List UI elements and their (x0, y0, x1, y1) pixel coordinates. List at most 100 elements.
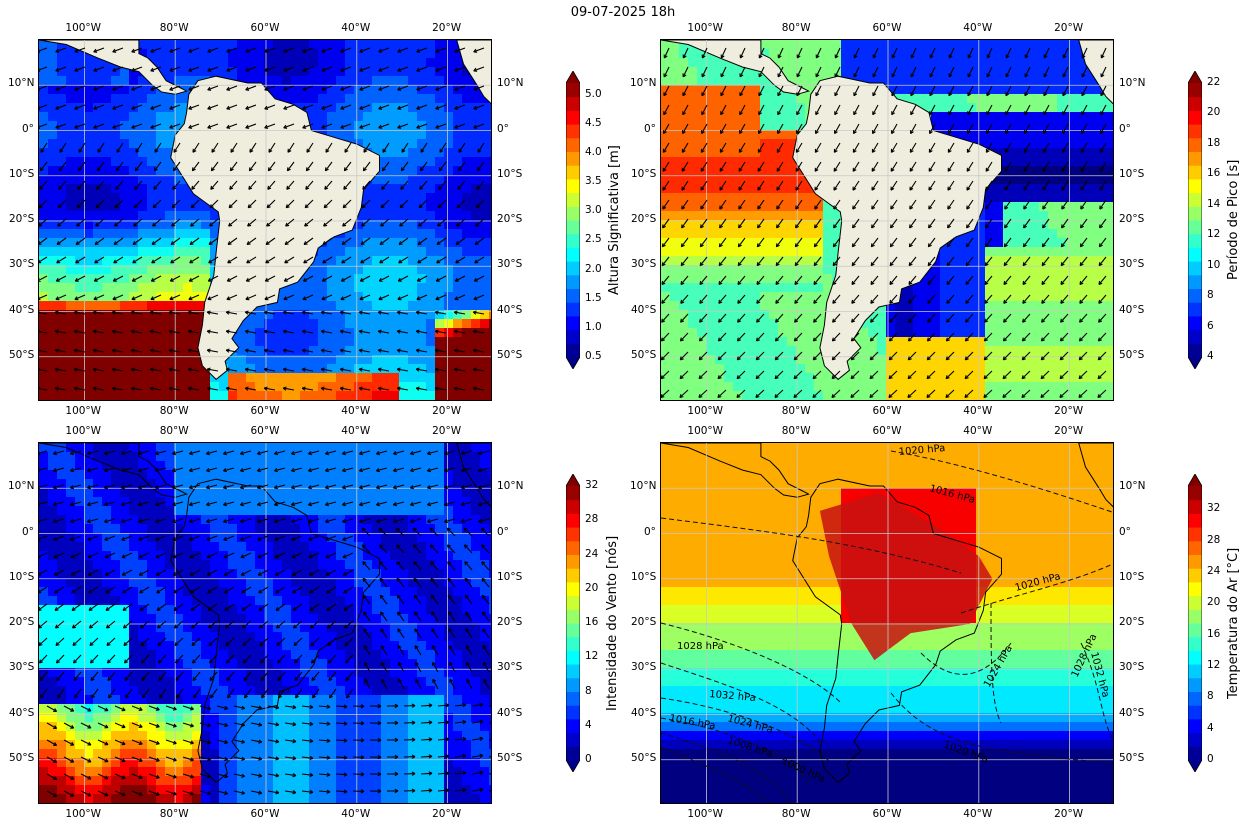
colorbar-tick: 10 (1207, 258, 1221, 271)
lat-tick-left: 40°S (631, 303, 657, 316)
colorbar-tick: 2.0 (585, 262, 602, 275)
gridlines (39, 40, 491, 400)
vector-arrows (39, 450, 491, 797)
colorbar-tick: 8 (585, 684, 592, 697)
lat-tick-right: 20°S (497, 616, 523, 628)
lon-tick-top: 60°W (250, 22, 280, 34)
isobar-label: 1032 hPa (709, 689, 756, 704)
lat-tick-left: 30°S (9, 258, 35, 271)
isobar-label: 1020 hPa (898, 443, 945, 458)
lon-tick-bottom: 80°W (781, 808, 811, 820)
colorbar-tick: 4.5 (585, 116, 602, 129)
colorbar-tick: 28 (585, 513, 599, 526)
colorbar (566, 474, 580, 772)
lon-tick-top: 100°W (687, 22, 724, 34)
lon-tick-bottom: 100°W (687, 405, 724, 417)
lat-tick-right: 0° (1119, 525, 1131, 538)
colorbar-tick: 3.5 (585, 175, 602, 188)
lon-tick-top: 100°W (65, 22, 102, 34)
lat-tick-right: 0° (497, 525, 509, 538)
vector-arrows (661, 47, 1107, 399)
colorbar-tick: 18 (1207, 136, 1221, 149)
lon-tick-top: 80°W (159, 425, 189, 437)
hot-interior-region (819, 492, 993, 661)
colorbar-tick: 32 (1207, 502, 1221, 515)
map-canvas (661, 40, 1113, 400)
lat-tick-right: 30°S (1119, 258, 1145, 271)
colorbar-tick: 0 (1207, 753, 1214, 765)
figure-title: 09-07-2025 18h (570, 5, 676, 20)
central-america-outline (661, 443, 810, 498)
lon-tick-bottom: 60°W (250, 808, 280, 820)
lat-tick-left: 10°S (9, 570, 35, 583)
colorbar-tick: 6 (1207, 319, 1214, 332)
lat-tick-right: 40°S (1119, 303, 1145, 316)
gridlines (661, 443, 1113, 803)
lon-tick-bottom: 40°W (963, 405, 993, 417)
colorbar-label: Intensidade do Vento [nós] (605, 535, 620, 711)
colorbar-tick: 4.0 (585, 145, 602, 158)
map-canvas (39, 443, 491, 803)
lon-tick-bottom: 80°W (159, 808, 189, 820)
lat-tick-left: 30°S (9, 661, 35, 674)
vector-arrows (39, 47, 485, 391)
lat-tick-left: 40°S (9, 303, 35, 316)
colorbar-tick: 8 (1207, 690, 1214, 703)
lon-tick-top: 40°W (341, 22, 371, 34)
lat-tick-left: 10°N (630, 77, 657, 90)
lon-tick-top: 60°W (872, 22, 902, 34)
lon-tick-bottom: 40°W (963, 808, 993, 820)
lat-tick-right: 10°N (497, 480, 524, 493)
lat-tick-left: 0° (644, 122, 656, 135)
lon-tick-bottom: 80°W (781, 405, 811, 417)
isobars (661, 450, 1113, 803)
lat-tick-right: 40°S (497, 303, 523, 316)
colorbar-tick: 24 (585, 547, 599, 560)
lat-tick-right: 30°S (1119, 661, 1145, 674)
lat-tick-left: 0° (22, 525, 34, 538)
field-raster (661, 40, 1113, 400)
lat-tick-left: 30°S (631, 661, 657, 674)
lat-tick-left: 20°S (9, 213, 35, 225)
lat-tick-right: 20°S (497, 213, 523, 225)
colorbar (566, 71, 580, 369)
colorbar-tick: 12 (1207, 659, 1221, 672)
africa-outline (456, 40, 491, 105)
colorbar-tick: 4 (1207, 350, 1214, 362)
lat-tick-right: 10°N (1119, 480, 1146, 493)
colorbar-tick: 2.5 (585, 233, 602, 246)
colorbar-tick: 1.0 (585, 320, 602, 333)
africa-outline (456, 443, 491, 508)
lat-tick-right: 10°N (1119, 77, 1146, 90)
lon-tick-bottom: 100°W (65, 808, 102, 820)
colorbar-tick: 16 (585, 616, 599, 628)
colorbar-tick: 22 (1207, 76, 1221, 88)
lon-tick-bottom: 20°W (1054, 405, 1084, 417)
lat-tick-left: 50°S (631, 348, 657, 361)
lon-tick-bottom: 20°W (432, 808, 462, 820)
lat-tick-left: 50°S (9, 348, 35, 361)
colorbar-tick: 20 (1207, 106, 1221, 119)
lat-tick-left: 10°S (9, 167, 35, 180)
africa-outline (1078, 40, 1113, 105)
lat-tick-left: 10°S (631, 570, 657, 583)
lon-tick-bottom: 40°W (341, 405, 371, 417)
colorbar-tick: 16 (1207, 167, 1221, 180)
lat-tick-left: 20°S (9, 616, 35, 628)
central-america-outline (661, 40, 810, 95)
lon-tick-top: 60°W (872, 425, 902, 437)
lon-tick-bottom: 100°W (65, 405, 102, 417)
lon-tick-top: 40°W (963, 22, 993, 34)
lon-tick-bottom: 40°W (341, 808, 371, 820)
colorbar-label: Período de Pico [s] (1226, 159, 1241, 280)
colorbar-tick: 28 (1207, 533, 1221, 546)
lat-tick-right: 10°S (1119, 167, 1145, 180)
lat-tick-right: 30°S (497, 258, 523, 271)
lat-tick-left: 30°S (631, 258, 657, 271)
map-wave-height (38, 39, 492, 401)
lon-tick-top: 20°W (1054, 425, 1084, 437)
colorbar-tick: 8 (1207, 289, 1214, 302)
central-america-outline (39, 443, 188, 498)
colorbar-tick: 24 (1207, 565, 1221, 578)
africa-outline (1078, 443, 1113, 508)
